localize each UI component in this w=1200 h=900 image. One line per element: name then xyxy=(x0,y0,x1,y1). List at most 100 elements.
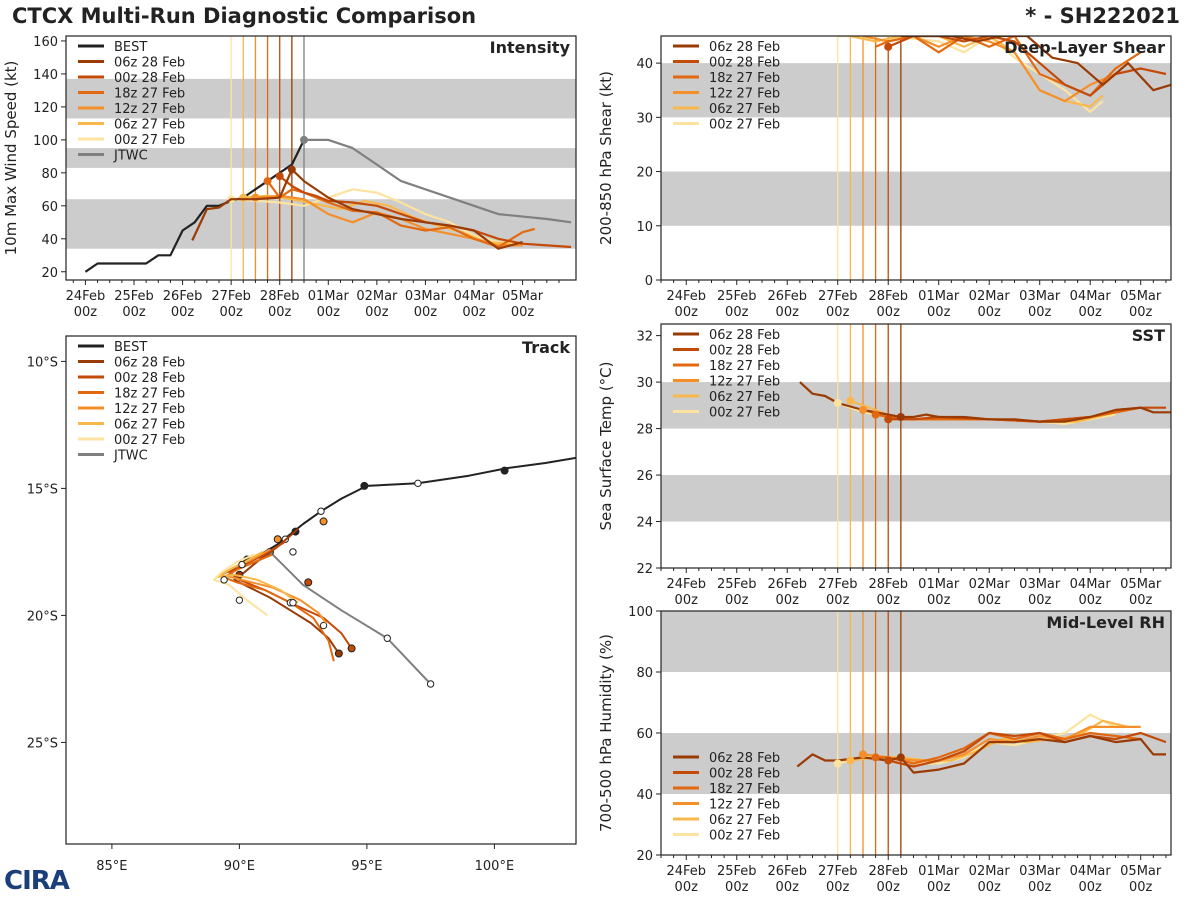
storm-id: * - SH222021 xyxy=(1025,4,1180,28)
intensity-legend-label: 06z 28 Feb xyxy=(114,56,185,71)
track-legend-label: 12z 27 Feb xyxy=(114,402,185,417)
track-y-tick-label: 25°S xyxy=(27,736,58,751)
intensity-x-tick-label: 05Mar xyxy=(502,289,544,304)
intensity-y-tick-label: 160 xyxy=(33,35,58,50)
track-point-filled xyxy=(500,466,509,475)
sst-x-tick-label: 24Feb xyxy=(666,577,706,592)
track-y-tick-label: 20°S xyxy=(27,609,58,624)
sst-run-marker xyxy=(858,405,867,414)
sst-run-marker xyxy=(833,399,842,408)
rh-x-tick-label: 26Feb xyxy=(767,864,807,879)
track-series-line xyxy=(228,540,353,649)
sst-y-tick-label: 32 xyxy=(636,330,653,345)
sst-x-tick-label: 28Feb xyxy=(868,577,908,592)
rh-plot-area xyxy=(661,611,1171,855)
sst-x-tick-label: 25Feb xyxy=(717,577,757,592)
shear-x-tick-label: 02Mar xyxy=(969,289,1011,304)
track-point-open xyxy=(235,596,244,604)
intensity-series-line xyxy=(191,168,523,250)
intensity-y-tick-label: 20 xyxy=(41,266,58,281)
sst-x-tick-label: 00z xyxy=(1079,593,1103,608)
rh-y-label: 700-500 hPa Humidity (%) xyxy=(597,634,615,832)
track-x-tick-label: 85°E xyxy=(96,859,127,874)
shear-x-tick-label: 00z xyxy=(978,305,1002,320)
rh-series-line xyxy=(887,731,1167,768)
sst-legend-label: 06z 27 Feb xyxy=(709,390,780,405)
shear-series-line xyxy=(887,36,1167,97)
rh-series-line xyxy=(862,725,1141,762)
shear-series-line xyxy=(850,36,1104,108)
rh-x-tick-label: 01Mar xyxy=(918,864,960,879)
shear-x-tick-label: 00z xyxy=(776,305,800,320)
track-legend-label: 06z 27 Feb xyxy=(114,418,185,433)
rh-legend-label: 06z 27 Feb xyxy=(709,813,780,828)
shear-frame xyxy=(660,35,1172,281)
rh-x-tick-label: 00z xyxy=(877,880,901,895)
shear-x-tick-label: 24Feb xyxy=(666,289,706,304)
rh-x-tick-label: 00z xyxy=(927,880,951,895)
rh-run-marker xyxy=(858,750,867,759)
sst-plot-area xyxy=(661,324,1171,568)
track-x-tick-label: 90°E xyxy=(224,859,255,874)
rh-panel-title: Mid-Level RH xyxy=(1046,613,1165,632)
chart-intensity: 2040608010012014016024Feb00z25Feb00z26Fe… xyxy=(2,35,577,320)
shear-x-tick-label: 00z xyxy=(1028,305,1052,320)
rh-y-tick-label: 80 xyxy=(636,666,653,681)
intensity-x-tick-label: 00z xyxy=(268,305,292,320)
intensity-legend-label: 06z 27 Feb xyxy=(114,118,185,133)
chart-rh: 2040608010024Feb00z25Feb00z26Feb00z27Feb… xyxy=(597,605,1172,895)
sst-y-tick-label: 24 xyxy=(636,516,653,531)
rh-x-tick-label: 03Mar xyxy=(1019,864,1061,879)
rh-y-tick-label: 60 xyxy=(636,727,653,742)
shear-panel-title: Deep-Layer Shear xyxy=(1004,38,1165,57)
sst-series-line xyxy=(799,381,1171,423)
track-panel-title: Track xyxy=(522,338,570,357)
shear-legend-label: 06z 27 Feb xyxy=(709,102,780,117)
intensity-x-tick-label: 03Mar xyxy=(405,289,447,304)
track-point-open xyxy=(238,560,246,569)
rh-x-tick-label: 00z xyxy=(725,880,749,895)
shear-x-tick-label: 00z xyxy=(877,305,901,320)
track-legend-label: JTWC xyxy=(113,449,148,464)
track-series-line xyxy=(269,551,432,685)
rh-series-line xyxy=(875,731,1141,765)
sst-legend-label: 00z 28 Feb xyxy=(709,344,780,359)
shear-x-tick-label: 04Mar xyxy=(1070,289,1112,304)
track-point-open xyxy=(220,576,228,584)
sst-x-tick-label: 00z xyxy=(978,593,1002,608)
sst-legend-label: 00z 27 Feb xyxy=(709,406,780,421)
intensity-y-tick-label: 140 xyxy=(33,68,58,83)
intensity-x-tick-label: 27Feb xyxy=(211,289,251,304)
sst-x-tick-label: 00z xyxy=(776,593,800,608)
sst-run-marker xyxy=(884,415,893,424)
shear-x-tick-label: 00z xyxy=(1129,305,1153,320)
rh-x-tick-label: 00z xyxy=(1079,880,1103,895)
rh-x-tick-label: 25Feb xyxy=(717,864,757,879)
rh-x-tick-label: 00z xyxy=(978,880,1002,895)
sst-x-tick-label: 04Mar xyxy=(1070,577,1112,592)
sst-x-tick-label: 00z xyxy=(1028,593,1052,608)
track-x-tick-label: 100°E xyxy=(475,859,515,874)
track-point-open xyxy=(289,548,297,556)
track-series-line xyxy=(233,528,340,655)
sst-band xyxy=(661,475,1171,522)
sst-run-marker xyxy=(871,410,880,419)
track-y-tick-label: 15°S xyxy=(27,482,58,497)
rh-x-tick-label: 02Mar xyxy=(969,864,1011,879)
intensity-y-tick-label: 40 xyxy=(41,233,58,248)
rh-x-tick-label: 00z xyxy=(776,880,800,895)
shear-series-line xyxy=(837,36,1104,114)
intensity-x-tick-label: 00z xyxy=(171,305,195,320)
rh-x-tick-label: 00z xyxy=(675,880,699,895)
track-point-filled xyxy=(334,649,343,658)
shear-y-tick-label: 0 xyxy=(645,274,653,289)
track-point-filled xyxy=(360,481,369,490)
intensity-x-tick-label: 24Feb xyxy=(66,289,106,304)
rh-x-tick-label: 05Mar xyxy=(1120,864,1162,879)
intensity-x-tick-label: 00z xyxy=(219,305,243,320)
sst-legend-label: 06z 28 Feb xyxy=(709,328,780,343)
sst-frame xyxy=(660,323,1172,569)
intensity-x-tick-label: 00z xyxy=(74,305,98,320)
track-series-line xyxy=(212,553,268,617)
